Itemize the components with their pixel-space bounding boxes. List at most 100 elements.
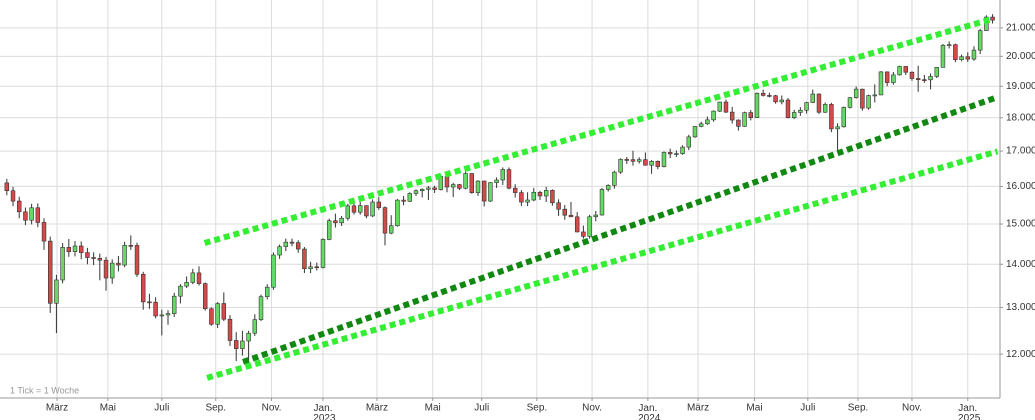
candle-body <box>426 187 431 190</box>
candle-body <box>308 266 313 269</box>
candle-body <box>91 257 96 259</box>
y-tick-label: 15.000 <box>1006 219 1035 230</box>
candle-body <box>320 239 326 268</box>
candle-body <box>481 180 487 202</box>
candle-body <box>785 99 791 119</box>
candle-body <box>574 216 580 233</box>
candle-body <box>866 95 871 109</box>
candle-body <box>971 49 977 60</box>
x-tick-label: Sep. <box>205 403 226 414</box>
candle-body <box>791 112 797 119</box>
candle-body <box>661 152 667 167</box>
candle-body <box>333 220 338 224</box>
candle-body <box>395 199 400 227</box>
candle-body <box>934 67 939 77</box>
candle-body <box>798 109 803 113</box>
candle-body <box>909 71 915 79</box>
candle-body <box>692 126 698 138</box>
candle-body <box>835 126 840 130</box>
candle-body <box>643 159 648 166</box>
candle-body <box>209 308 214 325</box>
candle-body <box>903 66 908 73</box>
candle-body <box>810 93 815 103</box>
candle-body <box>85 252 90 258</box>
candle-body <box>965 56 970 60</box>
x-tick-label: Sep. <box>848 403 869 414</box>
x-tick-label: Nov. <box>262 403 282 414</box>
candle-body <box>500 169 506 181</box>
candle-body <box>686 136 692 148</box>
candle-body <box>674 153 679 155</box>
candle-body <box>599 189 605 216</box>
x-tick-label: März <box>366 403 388 414</box>
candle-body <box>233 340 239 349</box>
candle-body <box>767 95 772 97</box>
candle-body <box>401 199 406 202</box>
candle-body <box>153 301 158 317</box>
candle-body <box>128 245 134 247</box>
note: 1 Tick = 1 Woche <box>10 385 79 395</box>
x-tick-label: Mai <box>746 403 762 414</box>
candle-body <box>612 171 617 186</box>
candle-body <box>159 314 165 317</box>
candle-body <box>742 112 747 127</box>
candle-body <box>605 185 611 190</box>
candle-body <box>593 214 599 218</box>
candle-body <box>748 112 753 119</box>
candle-body <box>178 285 183 297</box>
candle-body <box>587 216 592 237</box>
candle-body <box>444 176 450 188</box>
candle-body <box>215 303 220 325</box>
channel-line <box>203 16 991 246</box>
candle-body <box>624 159 630 161</box>
candle-body <box>736 119 741 127</box>
candle-body <box>568 214 574 218</box>
candle-body <box>519 192 524 203</box>
candle-body <box>829 104 834 130</box>
candle-body <box>915 78 921 80</box>
candle-body <box>171 295 177 314</box>
candle-body <box>698 123 704 127</box>
candle-body <box>884 71 890 83</box>
y-tick-label: 16.000 <box>1006 181 1035 192</box>
candle-body <box>29 207 34 221</box>
candle-body <box>878 71 884 96</box>
y-tick-label: 19.000 <box>1006 81 1035 92</box>
candle-body <box>872 94 877 97</box>
candle-body <box>475 180 481 193</box>
candle-body <box>729 111 735 121</box>
candle-body <box>116 262 121 266</box>
candle-body <box>463 173 468 189</box>
candle-body <box>457 184 462 189</box>
candle-body <box>314 266 320 269</box>
x-tick-label: März <box>46 403 68 414</box>
x-tick-label: Juli <box>800 403 815 414</box>
candle-body <box>711 110 716 121</box>
candle-body <box>636 159 642 162</box>
candle-body <box>543 190 549 197</box>
x-tick-label: Jan. 2025 <box>955 403 980 420</box>
x-tick-label: Jan. 2024 <box>635 403 660 420</box>
candle-body <box>202 283 208 310</box>
candle-body <box>723 101 729 113</box>
candle-body <box>655 160 661 167</box>
candle-body <box>339 217 344 224</box>
candle-body <box>469 173 475 193</box>
candle-body <box>512 187 518 193</box>
candle-body <box>853 88 859 98</box>
candle-body <box>370 201 375 217</box>
candle-body <box>221 303 227 320</box>
candle-body <box>494 179 499 183</box>
candle-body <box>847 97 853 108</box>
candle-body <box>326 220 332 240</box>
candle-body <box>562 208 568 216</box>
candle-body <box>928 76 933 81</box>
y-tick-label: 12.000 <box>1006 349 1035 360</box>
candle-body <box>581 231 586 237</box>
candle-body <box>190 272 196 283</box>
y-tick-label: 17.000 <box>1006 146 1035 157</box>
candle-body <box>407 193 413 202</box>
x-tick-label: Nov. <box>582 403 602 414</box>
candle-body <box>860 88 865 109</box>
